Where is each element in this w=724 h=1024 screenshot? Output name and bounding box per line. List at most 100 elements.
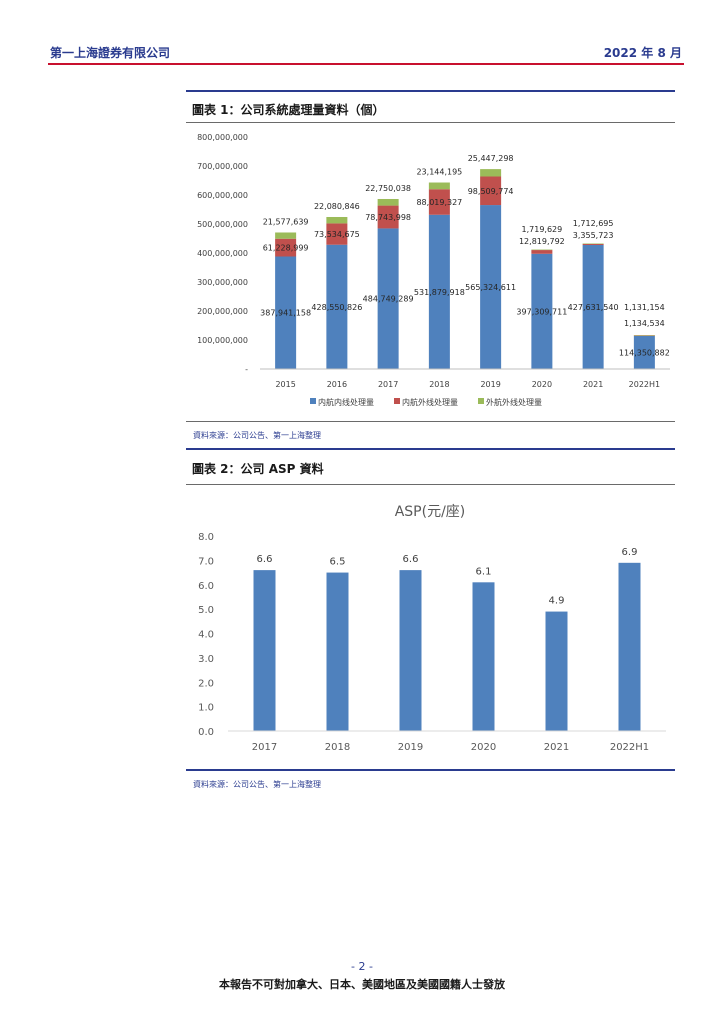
bar-segment — [326, 216, 348, 224]
y-tick-label: 3.0 — [198, 654, 214, 665]
bar-segment — [275, 256, 297, 369]
data-label: 6.6 — [257, 554, 273, 565]
bar-segment — [275, 238, 297, 257]
bar-segment — [377, 205, 399, 229]
x-tick-label: 2018 — [325, 742, 350, 753]
figure2-source: 資料來源：公司公告、第一上海整理 — [193, 780, 321, 789]
legend-label: 内航外线处理量 — [402, 397, 458, 407]
bar-segment — [326, 223, 348, 245]
data-label: 6.5 — [330, 557, 346, 568]
bar-segment — [633, 335, 655, 369]
x-tick-label: 2019 — [480, 380, 500, 389]
bar — [472, 582, 495, 731]
company-name: 第一上海證券有限公司 — [50, 46, 171, 60]
y-tick-label: 700,000,000 — [197, 162, 248, 171]
figure1-top-rule — [186, 90, 675, 92]
x-tick-label: 2019 — [398, 742, 423, 753]
y-tick-label: 4.0 — [198, 630, 214, 641]
bar-segment — [531, 253, 553, 369]
data-label: 6.9 — [622, 547, 638, 558]
y-tick-label: 0.0 — [198, 727, 214, 738]
x-tick-label: 2021 — [544, 742, 569, 753]
figure2-title-rule — [186, 484, 675, 485]
bar-segment — [428, 189, 450, 215]
data-label: 21,577,639 — [263, 217, 309, 226]
y-tick-label: - — [245, 365, 248, 374]
bar-segment — [480, 205, 502, 369]
y-tick-label: 600,000,000 — [197, 191, 248, 200]
figure1-chart: 800,000,000 700,000,000 600,000,000 500,000… — [197, 133, 670, 407]
figure2-title: 圖表 2：公司 ASP 資料 — [192, 462, 324, 476]
bar-segment — [377, 198, 399, 206]
y-tick-label: 500,000,000 — [197, 220, 248, 229]
bar-segment — [582, 244, 604, 369]
y-tick-label: 7.0 — [198, 556, 214, 567]
figure2-chart: ASP(元/座) 8.0 7.0 6.0 5.0 4.0 3.0 2.0 1.0 0.0 6.6… — [198, 504, 666, 753]
x-tick-label: 2018 — [429, 380, 449, 389]
legend-swatch — [310, 398, 316, 404]
data-label: 427,631,540 — [568, 303, 619, 312]
data-label: 114,350,882 — [619, 348, 670, 357]
x-tick-label: 2017 — [252, 742, 277, 753]
data-label: 61,228,999 — [263, 244, 309, 253]
bar — [618, 562, 641, 731]
data-label: 25,447,298 — [468, 154, 514, 163]
data-label: 73,534,675 — [314, 230, 360, 239]
figure2-chart-title: ASP(元/座) — [395, 504, 466, 520]
bar-segment — [428, 182, 450, 190]
legend-swatch — [478, 398, 484, 404]
report-date: 2022 年 8 月 — [603, 46, 682, 60]
bar-segment — [582, 243, 604, 245]
y-tick-label: 200,000,000 — [197, 307, 248, 316]
data-label: 1,712,695 — [573, 219, 614, 228]
y-tick-label: 800,000,000 — [197, 133, 248, 142]
y-tick-label: 6.0 — [198, 581, 214, 592]
data-label: 1,719,629 — [522, 225, 563, 234]
bar-segment — [428, 214, 450, 369]
bar-segment — [326, 244, 348, 369]
page-number: - 2 - — [351, 960, 373, 973]
header-divider — [48, 63, 684, 65]
data-label: 428,550,826 — [311, 303, 362, 312]
data-label: 565,324,611 — [465, 283, 516, 292]
figure1-bottom-rule — [186, 421, 675, 422]
x-tick-label: 2016 — [327, 380, 347, 389]
x-tick-label: 2020 — [532, 380, 552, 389]
bar-segment — [633, 335, 655, 336]
figure1-title-rule — [186, 122, 675, 123]
y-tick-label: 5.0 — [198, 605, 214, 616]
data-label: 484,749,289 — [363, 295, 414, 304]
data-label: 22,080,846 — [314, 202, 360, 211]
data-label: 387,941,158 — [260, 309, 311, 318]
data-label: 4.9 — [549, 596, 565, 607]
data-label: 531,879,918 — [414, 288, 465, 297]
x-tick-label: 2021 — [583, 380, 603, 389]
bar-segment — [633, 335, 655, 337]
data-label: 1,131,154 — [624, 303, 665, 312]
legend-label: 内航内线处理量 — [318, 397, 374, 407]
y-tick-label: 400,000,000 — [197, 249, 248, 258]
data-label: 3,355,723 — [573, 231, 614, 240]
x-tick-label: 2015 — [275, 380, 295, 389]
bar-segment — [480, 169, 502, 177]
x-tick-label: 2022H1 — [629, 380, 660, 389]
data-label: 23,144,195 — [416, 168, 462, 177]
data-label: 98,509,774 — [468, 187, 514, 196]
x-tick-label: 2020 — [471, 742, 496, 753]
bar-segment — [531, 249, 553, 251]
data-label: 6.6 — [403, 554, 419, 565]
bar-segment — [582, 244, 604, 245]
y-tick-label: 300,000,000 — [197, 278, 248, 287]
bar-segment — [480, 176, 502, 206]
data-label: 78,743,998 — [365, 213, 411, 222]
bar-segment — [531, 250, 553, 254]
bar — [399, 570, 422, 731]
y-tick-label: 8.0 — [198, 532, 214, 543]
bar-segment — [275, 232, 297, 239]
data-label: 22,750,038 — [365, 184, 411, 193]
bar-segment — [377, 228, 399, 369]
data-label: 6.1 — [476, 566, 492, 577]
figure2-bottom-rule — [186, 769, 675, 771]
y-tick-label: 2.0 — [198, 678, 214, 689]
figure1-title: 圖表 1：公司系統處理量資料（個） — [192, 103, 385, 117]
